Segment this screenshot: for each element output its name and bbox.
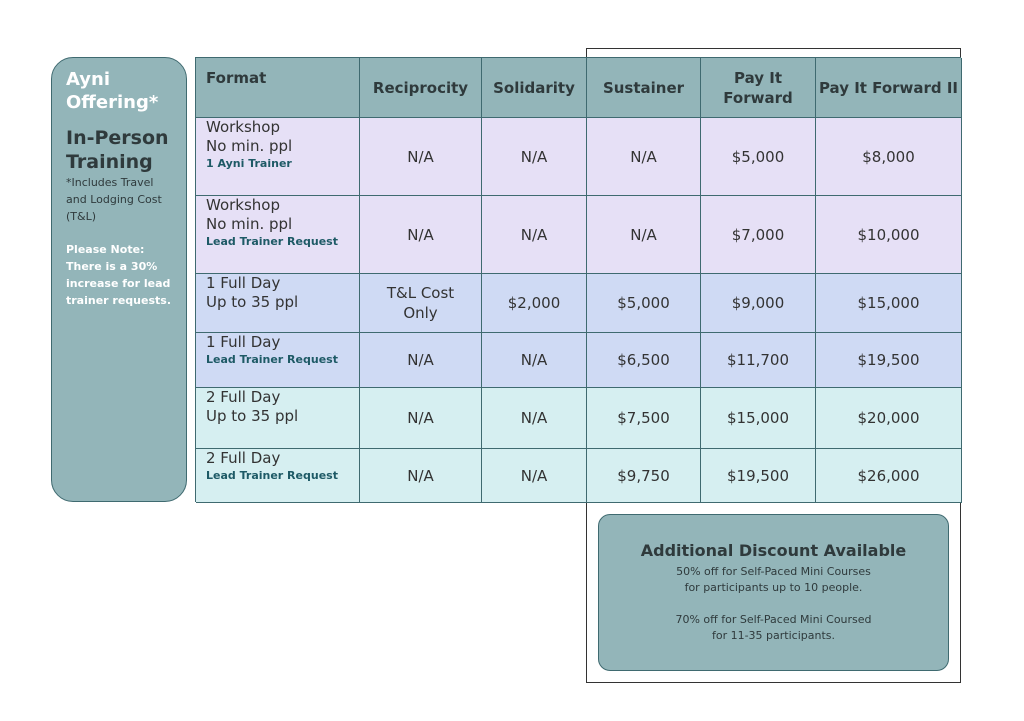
format-note: Lead Trainer Request xyxy=(206,353,338,366)
format-line: Up to 35 ppl xyxy=(206,407,299,425)
sidebar-heading: In-Person Training xyxy=(66,127,169,173)
price-cell: $9,750 xyxy=(587,449,701,503)
sidebar-title: Ayni Offering* xyxy=(66,69,159,113)
column-header: Pay It Forward II xyxy=(816,58,962,118)
price-cell: N/A xyxy=(360,449,482,503)
format-line: Workshop xyxy=(206,196,281,214)
discount-title: Additional Discount Available xyxy=(640,541,907,560)
price-cell: $5,000 xyxy=(587,274,701,333)
price-cell: N/A xyxy=(482,118,587,196)
price-cell: $5,000 xyxy=(701,118,816,196)
price-cell: $7,000 xyxy=(701,196,816,274)
format-line: 2 Full Day xyxy=(206,449,281,467)
format-line: 2 Full Day xyxy=(206,388,281,406)
format-line: Up to 35 ppl xyxy=(206,293,299,311)
format-note: 1 Ayni Trainer xyxy=(206,157,292,170)
sidebar-footnote: *Includes Travel and Lodging Cost (T&L) xyxy=(66,176,162,223)
format-cell: 2 Full Day Lead Trainer Request xyxy=(196,449,360,503)
price-cell: N/A xyxy=(360,388,482,449)
price-cell: $2,000 xyxy=(482,274,587,333)
price-cell: N/A xyxy=(360,333,482,388)
column-header: Pay It Forward xyxy=(701,58,816,118)
format-line: No min. ppl xyxy=(206,215,293,233)
column-header: Solidarity xyxy=(482,58,587,118)
format-note: Lead Trainer Request xyxy=(206,469,338,482)
price-cell: $19,500 xyxy=(816,333,962,388)
price-cell: N/A xyxy=(482,388,587,449)
format-line: 1 Full Day xyxy=(206,274,281,292)
price-cell: $9,000 xyxy=(701,274,816,333)
price-cell: $15,000 xyxy=(816,274,962,333)
format-note: Lead Trainer Request xyxy=(206,235,338,248)
format-cell: 1 Full Day Lead Trainer Request xyxy=(196,333,360,388)
price-cell: T&L Cost Only xyxy=(360,274,482,333)
column-header: Sustainer xyxy=(587,58,701,118)
format-cell: 1 Full Day Up to 35 ppl xyxy=(196,274,360,333)
price-cell: $15,000 xyxy=(701,388,816,449)
column-header: Format xyxy=(196,58,360,118)
format-cell: Workshop No min. ppl 1 Ayni Trainer xyxy=(196,118,360,196)
price-cell: $8,000 xyxy=(816,118,962,196)
price-cell: $7,500 xyxy=(587,388,701,449)
price-cell: N/A xyxy=(360,118,482,196)
pricing-table: Format Reciprocity Solidarity Sustainer Pay … xyxy=(195,57,962,503)
discount-lines: 50% off for Self-Paced Mini Courses for p… xyxy=(599,564,948,644)
discount-line xyxy=(599,596,948,612)
sidebar-note: Please Note: There is a 30% increase for… xyxy=(66,243,172,307)
format-line: No min. ppl xyxy=(206,137,293,155)
format-line: 1 Full Day xyxy=(206,333,281,351)
price-cell: $20,000 xyxy=(816,388,962,449)
price-cell: $26,000 xyxy=(816,449,962,503)
price-cell: N/A xyxy=(587,196,701,274)
format-cell: 2 Full Day Up to 35 ppl xyxy=(196,388,360,449)
price-cell: $10,000 xyxy=(816,196,962,274)
price-cell: N/A xyxy=(482,449,587,503)
discount-line: for 11-35 participants. xyxy=(711,629,836,642)
discount-line: for participants up to 10 people. xyxy=(684,581,863,594)
price-cell: $19,500 xyxy=(701,449,816,503)
discount-box: Additional Discount Available 50% off fo… xyxy=(598,514,949,671)
discount-line: 70% off for Self-Paced Mini Coursed xyxy=(675,613,872,626)
price-cell: $6,500 xyxy=(587,333,701,388)
discount-line: 50% off for Self-Paced Mini Courses xyxy=(676,565,871,578)
column-header: Reciprocity xyxy=(360,58,482,118)
price-cell: $11,700 xyxy=(701,333,816,388)
sidebar: Ayni Offering* In-Person Training *Inclu… xyxy=(51,57,187,502)
price-cell: N/A xyxy=(360,196,482,274)
price-cell: N/A xyxy=(587,118,701,196)
format-cell: Workshop No min. ppl Lead Trainer Request xyxy=(196,196,360,274)
price-cell: N/A xyxy=(482,333,587,388)
format-line: Workshop xyxy=(206,118,281,136)
price-cell: N/A xyxy=(482,196,587,274)
